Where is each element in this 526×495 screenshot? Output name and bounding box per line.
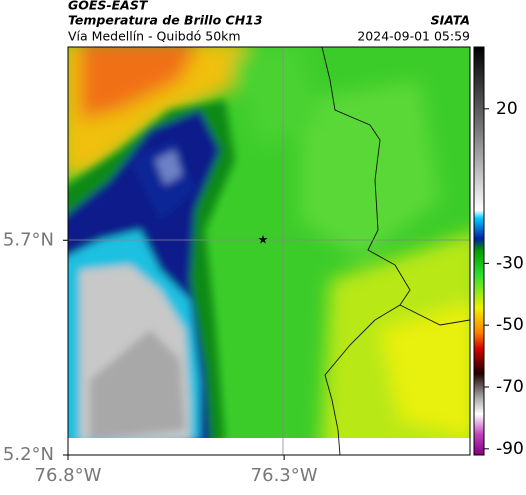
colorbar [473, 46, 485, 456]
x-tick-label: 76.3°W [251, 465, 318, 486]
colorbar-tick-label: -30 [496, 253, 524, 273]
colorbar-tick-label: -90 [496, 439, 524, 459]
map-frame [67, 46, 471, 456]
source: SIATA [431, 13, 470, 28]
title: GOES-EAST [68, 0, 149, 13]
colorbar-tick-label: -50 [496, 315, 524, 335]
satellite-image: ★ [68, 47, 470, 455]
location-star: ★ [258, 233, 269, 247]
route: Vía Medellín - Quibdó 50km [68, 29, 241, 44]
colorbar-tick-label: 20 [496, 99, 518, 119]
colorbar-tick-label: -70 [496, 377, 524, 397]
y-tick-label: 5.2°N [3, 444, 54, 465]
x-tick-label: 76.8°W [35, 465, 102, 486]
y-tick-label: 5.7°N [3, 229, 54, 250]
subtitle: Temperatura de Brillo CH13 [68, 13, 263, 28]
timestamp: 2024-09-01 05:59 [357, 29, 470, 44]
